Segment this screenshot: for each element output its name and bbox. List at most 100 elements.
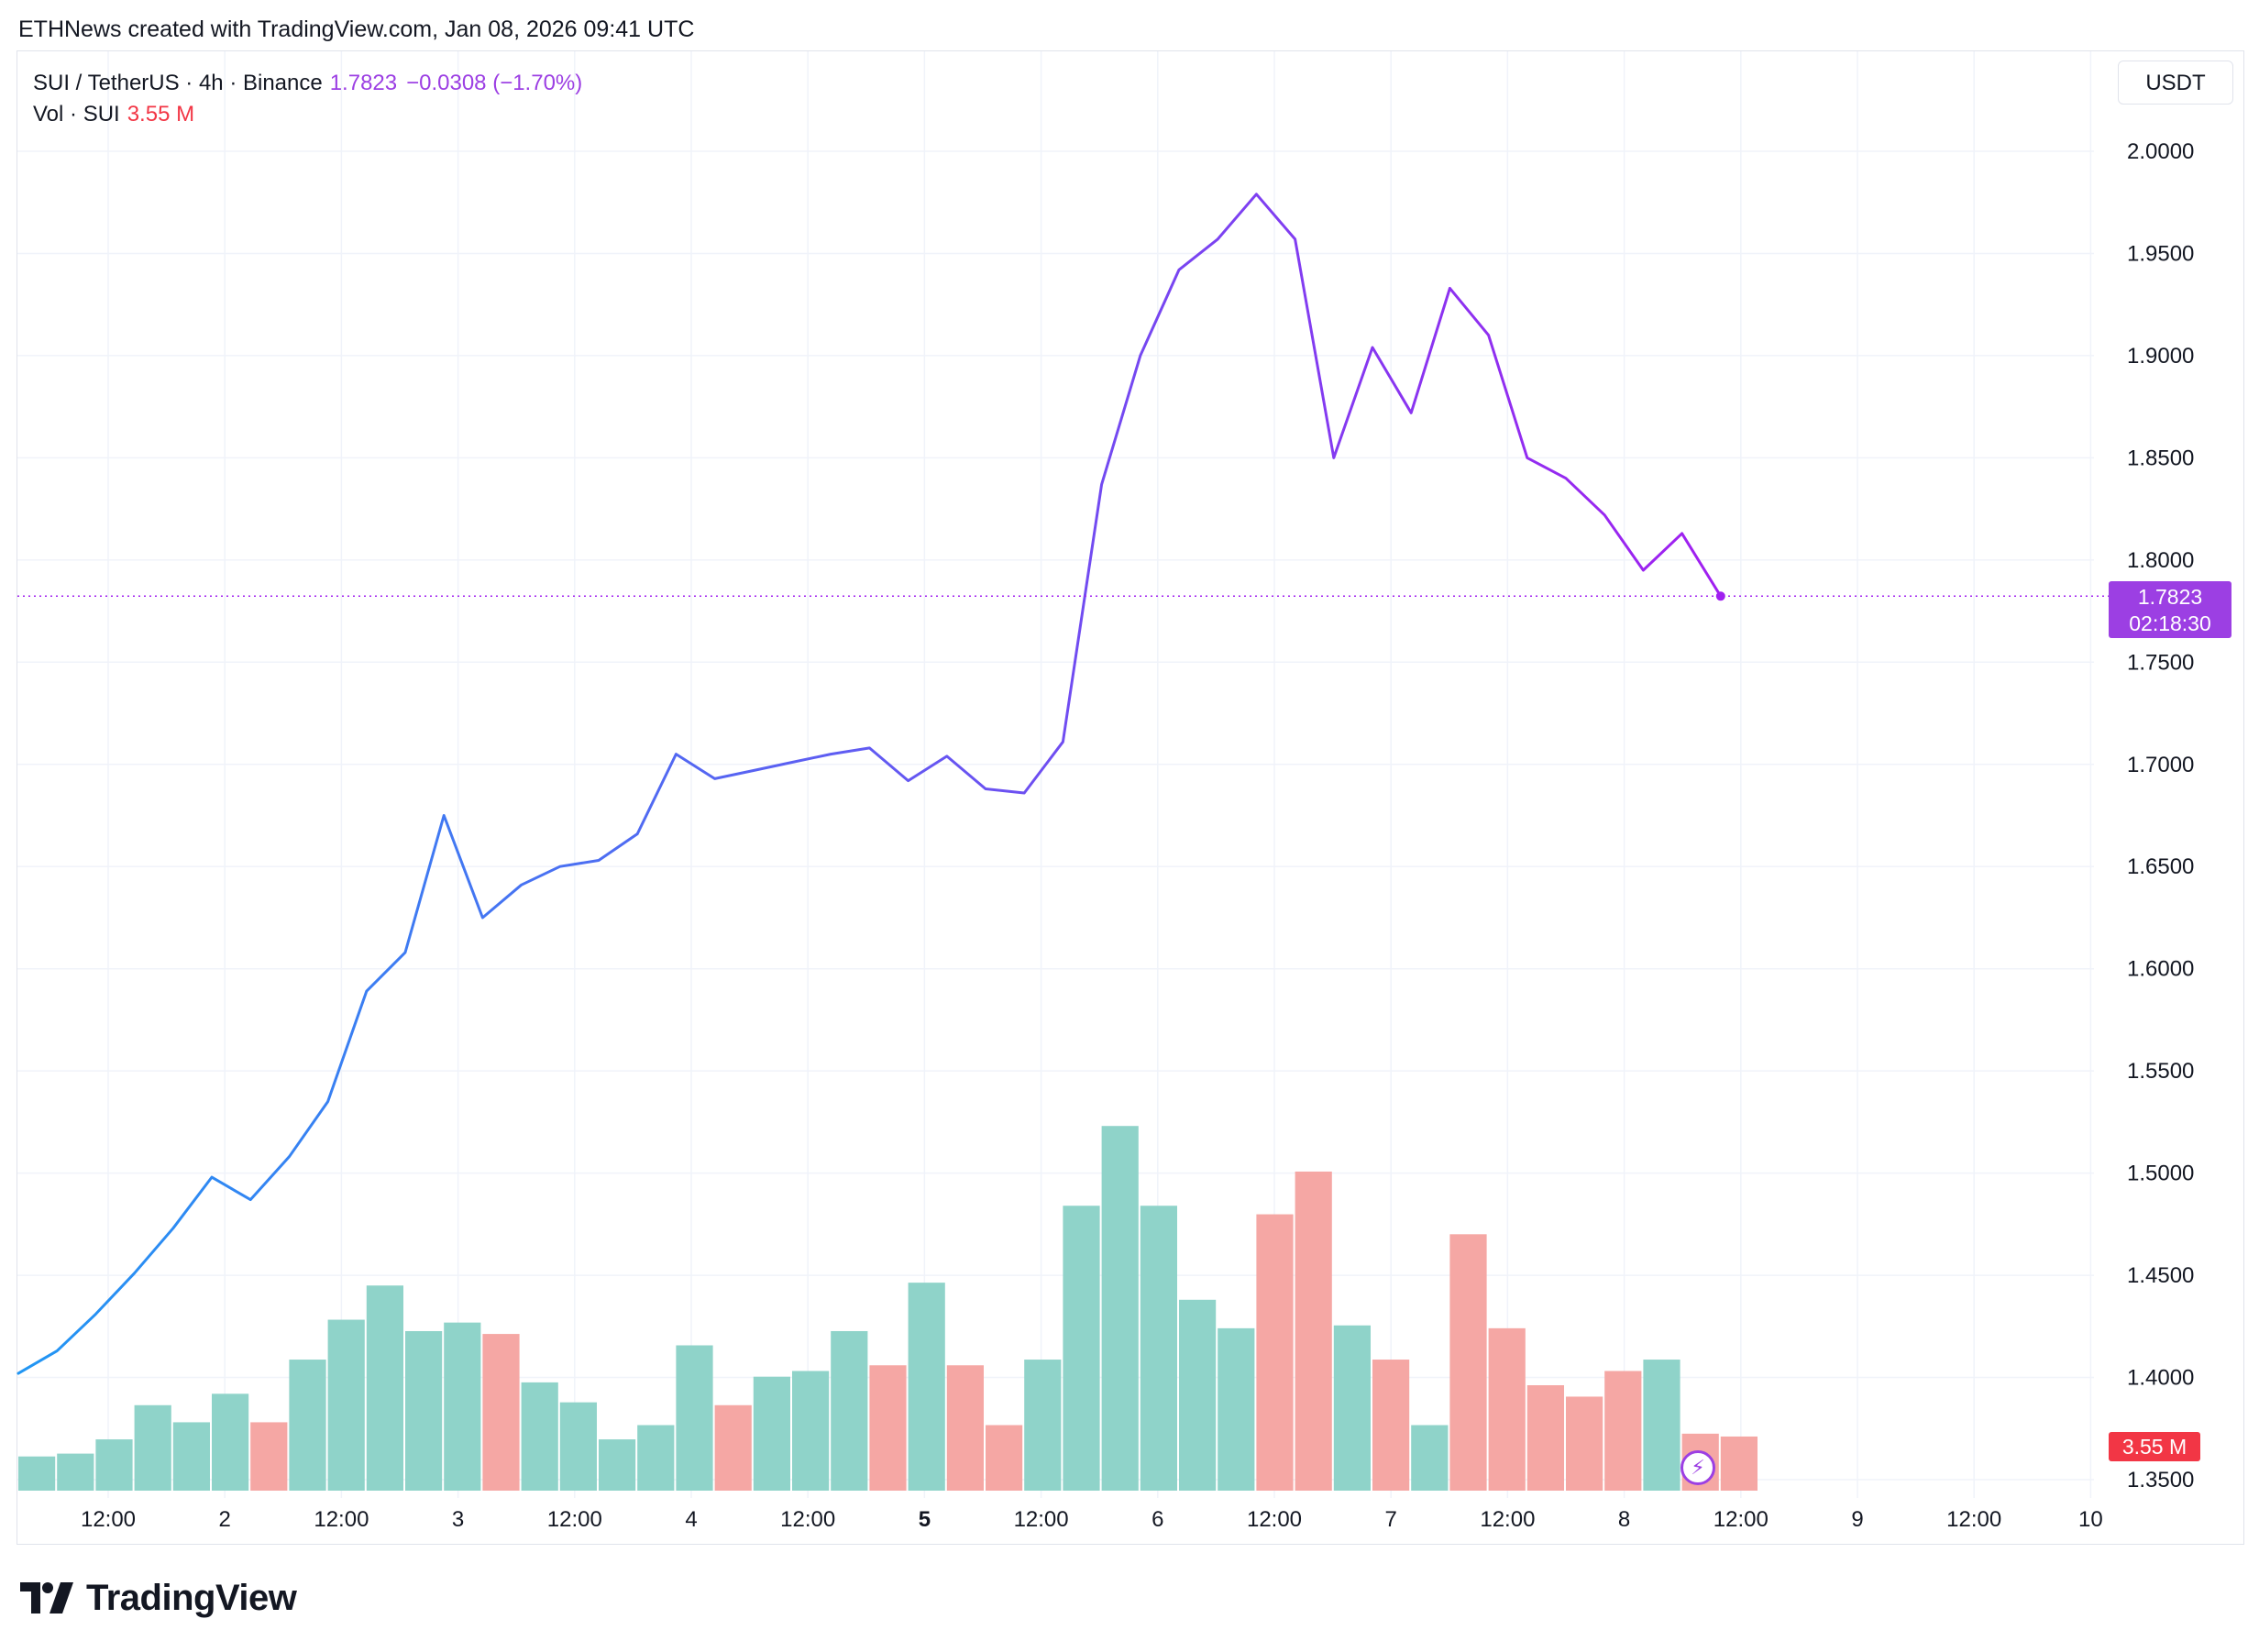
last-price-dot — [1715, 591, 1725, 601]
price-tick-label: 1.5500 — [2127, 1059, 2194, 1084]
volume-bar — [1604, 1371, 1642, 1491]
volume-bar — [57, 1453, 94, 1491]
time-tick-label: 9 — [1851, 1507, 1863, 1532]
last-price-value: 1.7823 — [2137, 585, 2203, 609]
volume-bar — [946, 1365, 984, 1491]
time-tick-label: 12:00 — [1014, 1507, 1069, 1532]
time-tick-label: 3 — [452, 1507, 464, 1532]
chart-frame — [17, 50, 2244, 1545]
volume-bar — [521, 1382, 558, 1491]
volume-bar — [1295, 1171, 1332, 1491]
price-tick-label: 1.4500 — [2127, 1263, 2194, 1288]
time-tick-label: 12:00 — [780, 1507, 835, 1532]
price-line — [17, 193, 1723, 1375]
price-axis[interactable]: 2.0000 1.9500 1.9000 1.8500 1.8000 1.7500 1.70… — [2127, 139, 2194, 1492]
volume-bar — [1488, 1327, 1526, 1491]
volume-bar — [1449, 1234, 1487, 1491]
time-tick-label: 4 — [685, 1507, 697, 1532]
volume-bar — [637, 1425, 675, 1491]
volume-bar — [1643, 1360, 1680, 1491]
volume-bar — [1372, 1360, 1410, 1491]
volume-bar — [1024, 1360, 1062, 1491]
time-tick-label: 8 — [1618, 1507, 1630, 1532]
volume-bars — [18, 1126, 1758, 1491]
volume-bar — [1411, 1425, 1449, 1491]
volume-bar — [1566, 1396, 1603, 1491]
volume-bar — [599, 1439, 636, 1491]
volume-value-label: 3.55 M — [2109, 1432, 2200, 1461]
lightning-icon[interactable]: ⚡ — [1680, 1450, 1715, 1485]
volume-bar — [1063, 1206, 1100, 1491]
price-tick-label: 1.8000 — [2127, 548, 2194, 573]
volume-bar — [1218, 1327, 1255, 1491]
legend-volume-label[interactable]: Vol · SUI — [33, 102, 120, 127]
time-axis[interactable]: 12:00 2 12:00 3 12:00 4 12:00 5 12:00 6 12:00 7 12:0… — [81, 1507, 2103, 1532]
legend-symbol[interactable]: SUI / TetherUS · 4h · Binance — [33, 71, 323, 95]
bar-countdown: 02:18:30 — [2129, 611, 2211, 635]
volume-bar — [95, 1439, 133, 1491]
legend-volume-value: 3.55 M — [127, 102, 195, 127]
volume-bar — [986, 1425, 1023, 1491]
legend-symbol-row: SUI / TetherUS · 4h · Binance 1.7823 −0.03… — [33, 68, 582, 99]
time-tick-label: 12:00 — [547, 1507, 602, 1532]
price-tick-label: 1.9000 — [2127, 344, 2194, 369]
volume-bar — [250, 1422, 288, 1491]
legend-price: 1.7823 — [329, 71, 398, 95]
volume-bar — [869, 1365, 907, 1491]
volume-bar — [172, 1422, 210, 1491]
volume-bar — [753, 1376, 790, 1491]
last-price-label: 1.7823 02:18:30 — [2109, 581, 2231, 638]
price-tick-label: 1.6000 — [2127, 957, 2194, 982]
volume-bar — [792, 1371, 830, 1491]
volume-bar — [1256, 1214, 1294, 1491]
tradingview-mark-icon — [20, 1582, 73, 1613]
volume-bar — [482, 1334, 520, 1491]
time-tick-label: 2 — [219, 1507, 231, 1532]
price-line-group — [17, 193, 2109, 1375]
volume-bar — [289, 1360, 326, 1491]
time-tick-label: 12:00 — [1247, 1507, 1302, 1532]
time-tick-label: 12:00 — [314, 1507, 369, 1532]
volume-bar — [676, 1345, 713, 1491]
volume-bar — [444, 1322, 481, 1491]
time-tick-label: 5 — [919, 1507, 931, 1532]
tradingview-wordmark: TradingView — [86, 1577, 297, 1618]
time-tick-label: 7 — [1385, 1507, 1397, 1532]
volume-bar-current — [1720, 1436, 1758, 1491]
time-tick-label: 12:00 — [1946, 1507, 2001, 1532]
volume-bar — [366, 1285, 403, 1491]
volume-bar — [212, 1393, 249, 1491]
legend-change: −0.0308 (−1.70%) — [406, 71, 583, 95]
price-tick-label: 1.7000 — [2127, 753, 2194, 777]
volume-bar — [1333, 1325, 1371, 1491]
price-tick-label: 1.9500 — [2127, 241, 2194, 266]
volume-bar — [134, 1404, 171, 1491]
time-tick-label: 6 — [1152, 1507, 1163, 1532]
tradingview-logo[interactable]: TradingView — [20, 1575, 297, 1621]
volume-bar — [1179, 1299, 1217, 1491]
time-tick-label: 12:00 — [1480, 1507, 1535, 1532]
currency-button[interactable]: USDT — [2118, 61, 2233, 105]
volume-bar — [1140, 1206, 1177, 1491]
time-tick-label: 12:00 — [81, 1507, 136, 1532]
chart-legend: SUI / TetherUS · 4h · Binance 1.7823 −0.03… — [33, 68, 582, 130]
price-tick-label: 1.4000 — [2127, 1366, 2194, 1391]
price-tick-label: 1.8500 — [2127, 446, 2194, 470]
time-tick-label: 10 — [2078, 1507, 2103, 1532]
legend-volume-row: Vol · SUI 3.55 M — [33, 99, 582, 130]
volume-bar — [1526, 1385, 1564, 1491]
volume-bar — [405, 1330, 443, 1491]
volume-bar — [831, 1330, 868, 1491]
chart-credit: ETHNews created with TradingView.com, Ja… — [18, 17, 695, 42]
price-tick-label: 1.7500 — [2127, 650, 2194, 675]
volume-bar — [714, 1404, 752, 1491]
grid-lines — [17, 51, 2094, 1498]
volume-bar — [559, 1402, 597, 1491]
volume-bar — [327, 1319, 365, 1491]
price-tick-label: 1.3500 — [2127, 1468, 2194, 1492]
time-tick-label: 12:00 — [1714, 1507, 1769, 1532]
volume-bar — [18, 1456, 56, 1491]
price-tick-label: 1.6500 — [2127, 854, 2194, 879]
price-tick-label: 2.0000 — [2127, 139, 2194, 164]
